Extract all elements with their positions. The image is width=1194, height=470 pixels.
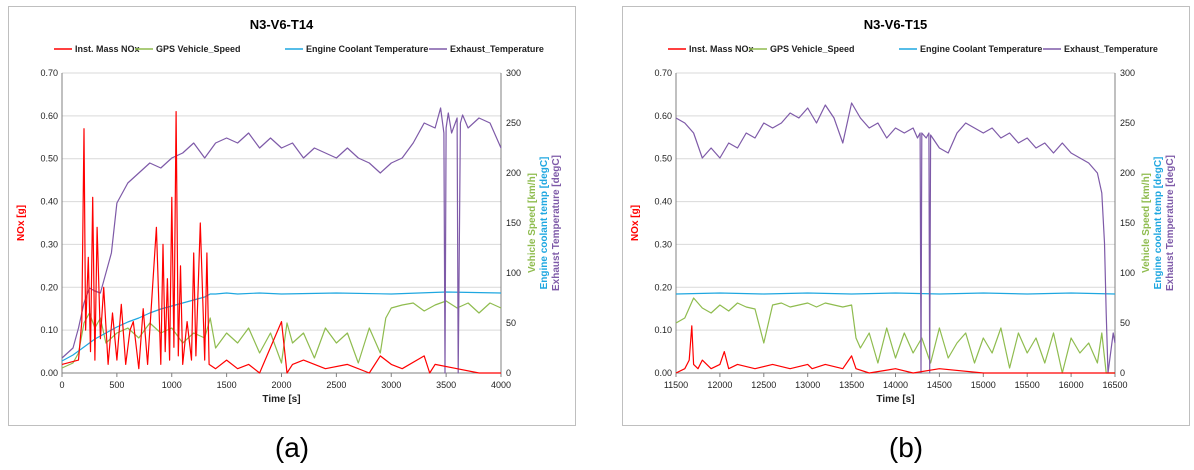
y-right-axis-label: Engine coolant temp [degC] bbox=[539, 157, 550, 290]
y-right-tick-label: 250 bbox=[1120, 118, 1135, 128]
series-line-exhaust-temperature bbox=[61, 107, 502, 374]
y-right-tick-label: 200 bbox=[1120, 168, 1135, 178]
chart-panel-a: N3-V6-T14 Inst. Mass NOx GPS Vehicle_Speed… bbox=[8, 6, 576, 426]
x-tick-label: 1000 bbox=[162, 380, 182, 390]
x-tick-label: 4000 bbox=[491, 380, 511, 390]
y-right-tick-label: 0 bbox=[1120, 368, 1125, 378]
chart-svg: N3-V6-T14 Inst. Mass NOx GPS Vehicle_Speed… bbox=[16, 17, 562, 405]
y-left-axis-label: NOx [g] bbox=[16, 205, 27, 241]
legend-label: Engine Coolant Temperature bbox=[306, 44, 428, 54]
series-line-inst-mass-nox bbox=[61, 110, 501, 374]
y-left-tick-label: 0.20 bbox=[654, 282, 672, 292]
y-left-tick-label: 0.70 bbox=[40, 68, 58, 78]
chart-title: N3-V6-T15 bbox=[864, 17, 928, 32]
y-right-axis-label: Vehicle Speed [km/h] bbox=[1141, 173, 1152, 273]
chart-svg: N3-V6-T15 Inst. Mass NOx GPS Vehicle_Speed… bbox=[630, 17, 1176, 405]
y-right-axis-label: Exhaust Temperature [degC] bbox=[1165, 155, 1176, 291]
y-left-tick-label: 0.20 bbox=[40, 282, 58, 292]
y-right-tick-label: 150 bbox=[506, 218, 521, 228]
y-left-tick-label: 0.10 bbox=[654, 325, 672, 335]
series-line-inst-mass-nox bbox=[675, 325, 1115, 374]
x-tick-label: 13000 bbox=[795, 380, 820, 390]
x-tick-label: 14500 bbox=[927, 380, 952, 390]
y-left-tick-label: 0.60 bbox=[40, 111, 58, 121]
x-tick-label: 15000 bbox=[971, 380, 996, 390]
y-right-axis-label: Engine coolant temp [degC] bbox=[1153, 157, 1164, 290]
legend-label: Inst. Mass NOx bbox=[689, 44, 754, 54]
y-left-tick-label: 0.30 bbox=[40, 239, 58, 249]
caption-b: (b) bbox=[888, 432, 924, 463]
y-left-axis-label: NOx [g] bbox=[630, 205, 641, 241]
x-tick-label: 12000 bbox=[707, 380, 732, 390]
legend-label: GPS Vehicle_Speed bbox=[770, 44, 855, 54]
chart-panel-b: N3-V6-T15 Inst. Mass NOx GPS Vehicle_Speed… bbox=[622, 6, 1190, 426]
series-line-exhaust-temperature bbox=[675, 102, 1116, 374]
y-left-tick-label: 0.10 bbox=[40, 325, 58, 335]
x-axis-label: Time [s] bbox=[262, 394, 300, 405]
legend-label: GPS Vehicle_Speed bbox=[156, 44, 241, 54]
y-right-tick-label: 300 bbox=[1120, 68, 1135, 78]
y-right-axis-label: Exhaust Temperature [degC] bbox=[551, 155, 562, 291]
y-left-tick-label: 0.30 bbox=[654, 239, 672, 249]
y-right-tick-label: 200 bbox=[506, 168, 521, 178]
x-tick-label: 13500 bbox=[839, 380, 864, 390]
x-tick-label: 12500 bbox=[751, 380, 776, 390]
y-right-axis-label: Vehicle Speed [km/h] bbox=[527, 173, 538, 273]
y-right-tick-label: 50 bbox=[1120, 318, 1130, 328]
y-right-tick-label: 50 bbox=[506, 318, 516, 328]
x-tick-label: 15500 bbox=[1015, 380, 1040, 390]
series-line-engine-coolant-temperature bbox=[675, 292, 1116, 295]
series-line-gps-vehicle-speed bbox=[61, 300, 502, 369]
y-left-tick-label: 0.40 bbox=[40, 197, 58, 207]
y-left-tick-label: 0.50 bbox=[40, 154, 58, 164]
x-tick-label: 500 bbox=[109, 380, 124, 390]
y-left-tick-label: 0.50 bbox=[654, 154, 672, 164]
x-tick-label: 3500 bbox=[436, 380, 456, 390]
y-left-tick-label: 0.00 bbox=[654, 368, 672, 378]
series-line-gps-vehicle-speed bbox=[675, 297, 1115, 374]
y-right-tick-label: 250 bbox=[506, 118, 521, 128]
legend-label: Exhaust_Temperature bbox=[1064, 44, 1158, 54]
x-tick-label: 16500 bbox=[1102, 380, 1127, 390]
legend-label: Inst. Mass NOx bbox=[75, 44, 140, 54]
y-left-tick-label: 0.60 bbox=[654, 111, 672, 121]
y-left-tick-label: 0.70 bbox=[654, 68, 672, 78]
x-tick-label: 1500 bbox=[217, 380, 237, 390]
x-tick-label: 14000 bbox=[883, 380, 908, 390]
y-right-tick-label: 150 bbox=[1120, 218, 1135, 228]
y-left-tick-label: 0.00 bbox=[40, 368, 58, 378]
legend-label: Engine Coolant Temperature bbox=[920, 44, 1042, 54]
y-right-tick-label: 0 bbox=[506, 368, 511, 378]
x-tick-label: 16000 bbox=[1059, 380, 1084, 390]
x-tick-label: 0 bbox=[59, 380, 64, 390]
series-line-engine-coolant-temperature bbox=[61, 291, 502, 362]
y-right-tick-label: 300 bbox=[506, 68, 521, 78]
caption-a: (a) bbox=[274, 432, 310, 463]
y-right-tick-label: 100 bbox=[1120, 268, 1135, 278]
chart-title: N3-V6-T14 bbox=[250, 17, 314, 32]
x-tick-label: 3000 bbox=[381, 380, 401, 390]
x-axis-label: Time [s] bbox=[876, 394, 914, 405]
y-left-tick-label: 0.40 bbox=[654, 197, 672, 207]
x-tick-label: 11500 bbox=[664, 380, 688, 390]
legend-label: Exhaust_Temperature bbox=[450, 44, 544, 54]
x-tick-label: 2000 bbox=[271, 380, 291, 390]
x-tick-label: 2500 bbox=[326, 380, 346, 390]
y-right-tick-label: 100 bbox=[506, 268, 521, 278]
